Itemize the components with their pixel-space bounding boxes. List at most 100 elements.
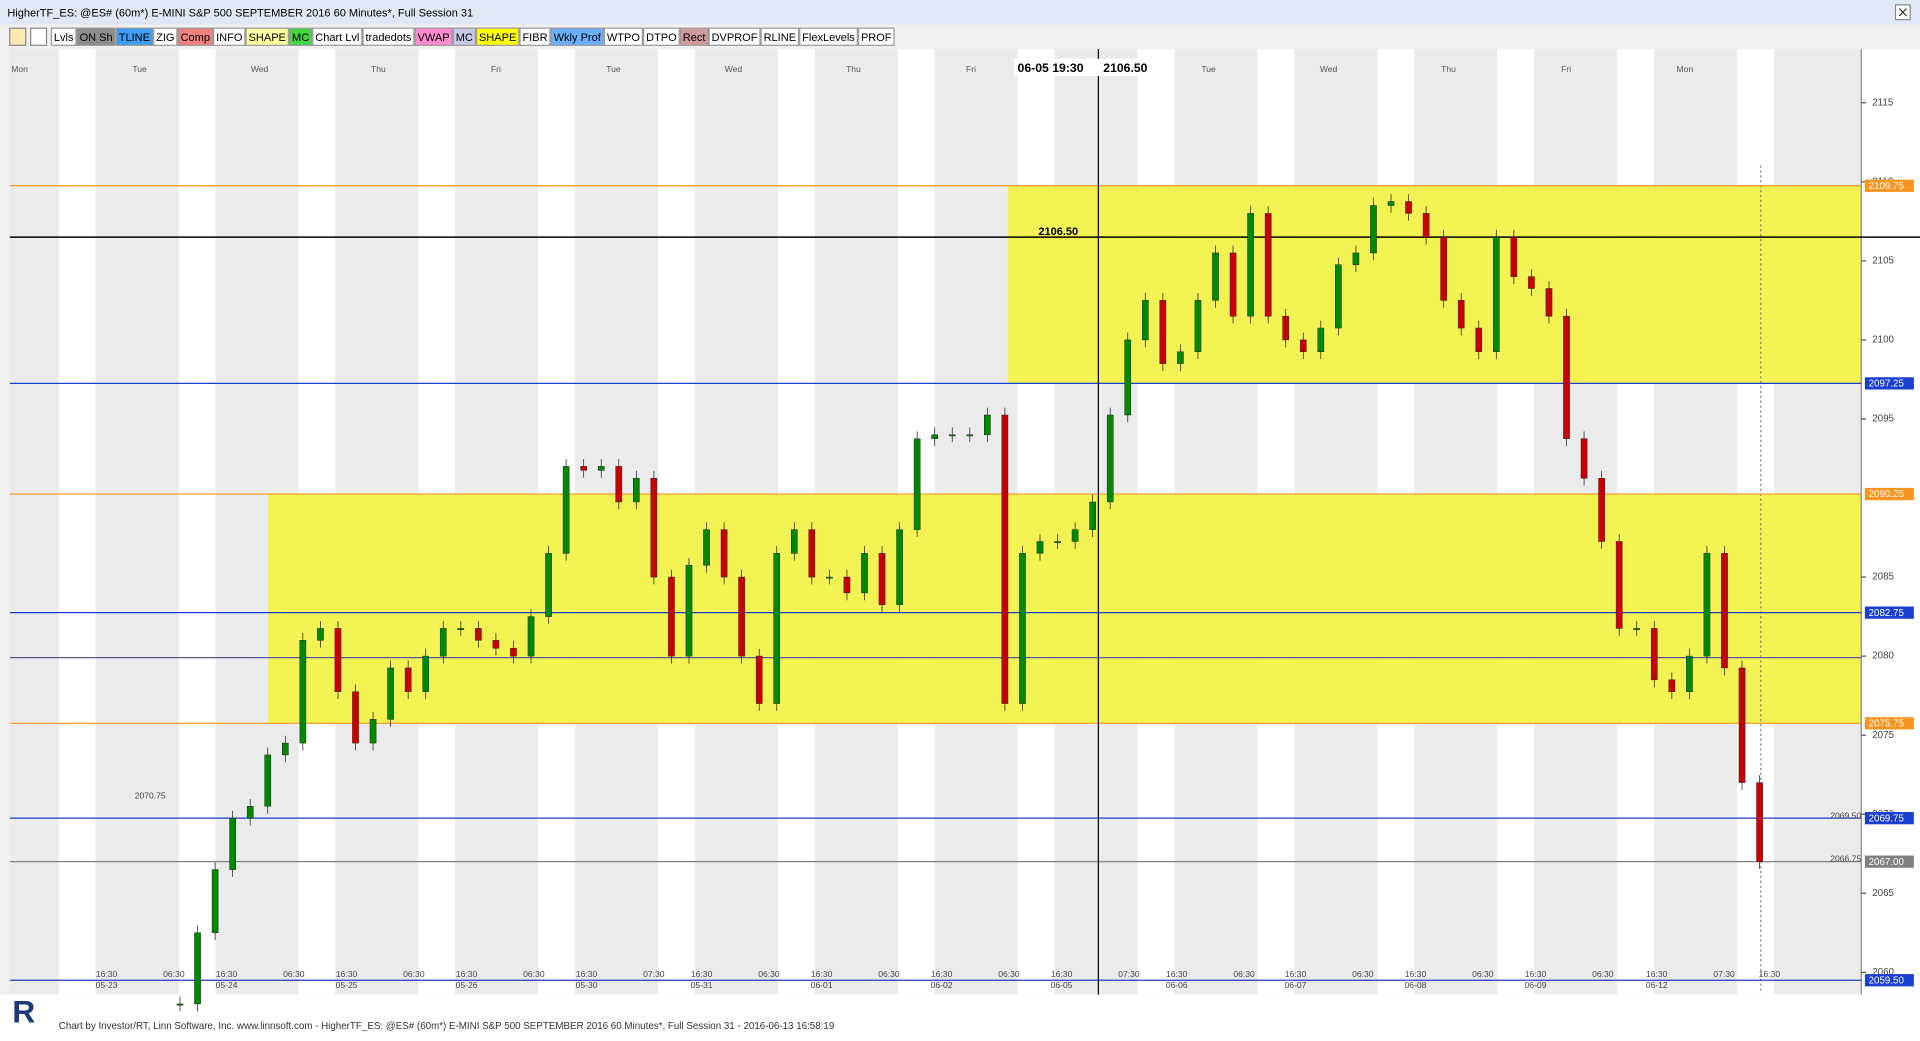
toolbar-label: SHAPE [479,32,516,44]
candle [1106,414,1114,503]
date-label: 05-31 [691,980,713,990]
date-label: 05-26 [456,980,478,990]
toolbar-label: Lvls [54,32,74,44]
candle [334,628,342,692]
level-label-box [1864,717,1914,730]
candle [878,553,886,605]
toolbar-button[interactable] [50,27,77,46]
toolbar-button[interactable] [603,27,644,46]
candle [650,478,658,578]
y-tick-label: 2065 [1872,888,1894,899]
level-label-box [1864,179,1914,192]
candle [1528,276,1535,289]
toolbar-icon[interactable] [30,27,48,46]
candle [931,434,938,439]
toolbar-button[interactable] [362,27,415,46]
toolbar-button[interactable] [414,27,453,46]
toolbar-button[interactable] [550,27,604,46]
toolbar-label: ZIG [156,32,174,44]
price-annotation: 2069.50 [1830,810,1861,820]
session-stripe [58,48,96,995]
level-label-box [1864,974,1914,987]
toolbar-button[interactable] [799,27,858,46]
candle [317,628,324,641]
toolbar-button[interactable] [76,27,116,46]
candle [1405,201,1412,214]
candle [755,655,763,704]
time-label: 06:30 [758,969,780,979]
toolbar-button[interactable] [857,27,895,46]
level-label: 2097.25 [1869,379,1905,390]
candle [1352,252,1360,266]
price-annotation: 2066.75 [1830,854,1861,864]
y-tick-label: 2085 [1872,572,1894,583]
candle [668,576,675,657]
toolbar-button[interactable] [643,27,680,46]
candle [1580,438,1588,479]
candle [1159,300,1167,364]
candle [896,529,903,605]
toolbar-label: SHAPE [249,32,286,44]
time-label: 07:30 [1713,969,1735,979]
date-label: 06-09 [1525,980,1547,990]
toolbar-button[interactable] [708,27,761,46]
candle [246,806,254,819]
candle [738,576,745,657]
toolbar-label: MC [456,32,473,44]
candle [369,719,377,744]
candle [475,628,482,641]
candle [826,576,833,579]
toolbar-label: ON Sh [80,32,113,44]
toolbar-icon[interactable] [9,27,27,46]
toolbar-button[interactable] [177,27,214,46]
toolbar-label: Rect [683,32,706,44]
candle [439,628,447,657]
candle [1177,351,1184,364]
time-label: 06:30 [1233,969,1255,979]
candle [194,932,201,1005]
time-label: 16:30 [1405,969,1427,979]
day-label: Wed [725,64,743,74]
candle [1071,529,1079,542]
day-label: Thu [1441,64,1456,74]
candle [984,414,991,436]
candle [633,478,640,503]
crosshair-time: 06-05 19:30 [1018,61,1084,75]
date-label: 05-24 [216,980,238,990]
time-label: 16:30 [456,969,478,979]
candle [615,466,623,503]
toolbar-button[interactable] [475,27,520,46]
value-zone [1007,185,1862,384]
y-tick-label: 2080 [1872,651,1894,662]
toolbar-label: FIBR [522,32,547,44]
toolbar-button[interactable] [679,27,709,46]
toolbar-button[interactable] [115,27,154,46]
toolbar-label: PROF [861,32,892,44]
toolbar-button[interactable] [288,27,313,46]
time-label: 07:30 [643,969,665,979]
date-label: 05-23 [96,980,118,990]
toolbar-button[interactable] [452,27,476,46]
candle [1019,553,1026,704]
day-label: Fri [966,64,976,74]
candle [808,529,816,578]
date-label: 06-06 [1166,980,1188,990]
level-label-box [1864,606,1914,619]
time-label: 16:30 [1166,969,1188,979]
toolbar-button[interactable] [213,27,246,46]
toolbar-button[interactable] [245,27,289,46]
candle [1247,213,1254,317]
toolbar-label: tradedots [366,32,412,44]
toolbar-button[interactable] [760,27,800,46]
toolbar-button[interactable] [153,27,178,46]
candle [1335,264,1342,329]
candle [1001,414,1009,704]
toolbar-button[interactable] [312,27,363,46]
date-label: 06-05 [1051,980,1073,990]
price-axis [1861,48,1920,995]
day-label: Tue [1201,64,1216,74]
candle [1633,628,1641,630]
candle [913,438,921,530]
candle [527,616,535,657]
toolbar-button[interactable] [519,27,551,46]
